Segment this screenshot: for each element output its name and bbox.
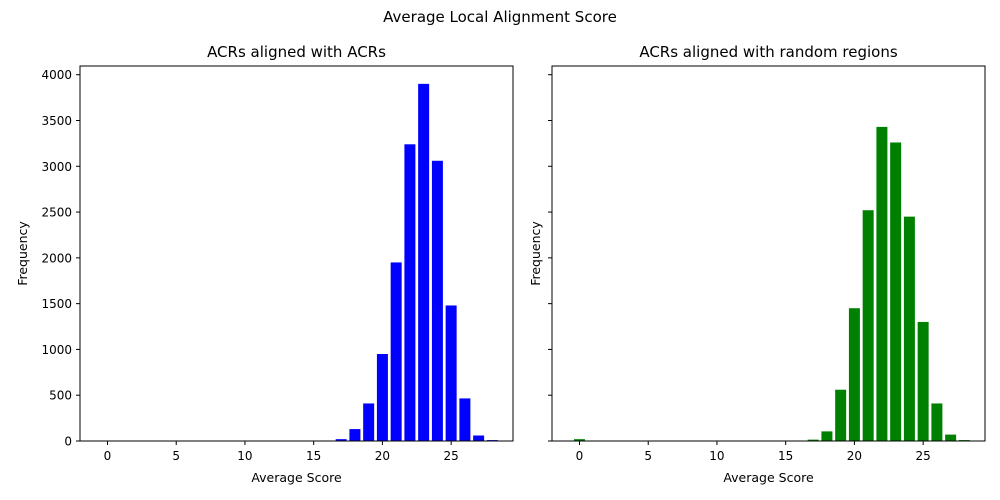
x-tick-label: 15	[778, 449, 793, 463]
bar-25	[445, 305, 457, 441]
y-tick-label: 3000	[41, 160, 72, 174]
bar-20	[848, 308, 860, 441]
bar-18	[821, 431, 833, 441]
chart-title: ACRs aligned with ACRs	[207, 43, 386, 61]
bar-27	[473, 435, 485, 441]
y-tick-label: 1500	[41, 297, 72, 311]
plot-frame	[79, 65, 514, 442]
x-tick-label: 0	[576, 449, 584, 463]
x-axis-label: Average Score	[723, 470, 814, 485]
plot-frame	[551, 65, 986, 442]
x-tick-label: 25	[444, 449, 459, 463]
bar-23	[418, 83, 430, 441]
x-tick-label: 20	[847, 449, 862, 463]
bar-24	[431, 160, 443, 441]
bar-22	[876, 126, 888, 442]
bar-26	[931, 403, 943, 441]
bar-26	[459, 398, 471, 441]
x-tick-label: 0	[104, 449, 112, 463]
bar-23	[890, 142, 902, 441]
y-tick-label: 500	[49, 389, 72, 403]
bar-21	[862, 210, 874, 441]
bar-24	[903, 216, 915, 441]
bar-18	[349, 429, 361, 441]
bar-22	[404, 144, 416, 442]
y-tick-label: 2500	[41, 206, 72, 220]
y-tick-label: 2000	[41, 251, 72, 265]
y-axis-label: Frequency	[528, 221, 543, 286]
bar-21	[390, 262, 402, 441]
y-tick-label: 0	[64, 435, 72, 449]
y-tick-label: 1000	[41, 343, 72, 357]
y-axis-label: Frequency	[15, 221, 30, 286]
bar-17	[807, 439, 819, 441]
x-tick-label: 20	[375, 449, 390, 463]
x-tick-label: 25	[916, 449, 931, 463]
chart-title: ACRs aligned with random regions	[639, 43, 898, 61]
x-tick-label: 5	[644, 449, 652, 463]
bar-25	[917, 321, 929, 441]
x-tick-label: 15	[306, 449, 321, 463]
x-axis-label: Average Score	[251, 470, 342, 485]
figure-title: Average Local Alignment Score	[383, 8, 617, 26]
bar-0	[573, 439, 585, 441]
y-tick-label: 4000	[41, 68, 72, 82]
bar-17	[335, 439, 347, 441]
bar-19	[835, 389, 847, 441]
chart-panel-1: 0 5 10 15 20 25 0 500 1000 1500 2000 2500 3000 3500 40…	[15, 43, 514, 485]
bar-20	[376, 354, 388, 441]
x-tick-label: 5	[172, 449, 180, 463]
bar-19	[363, 403, 375, 441]
y-tick-label: 3500	[41, 114, 72, 128]
bar-27	[945, 434, 957, 441]
x-tick-label: 10	[709, 449, 724, 463]
chart-panel-2: 0 5 10 15 20 25 ACRs aligned with random regio…	[528, 43, 986, 485]
x-tick-label: 10	[237, 449, 252, 463]
